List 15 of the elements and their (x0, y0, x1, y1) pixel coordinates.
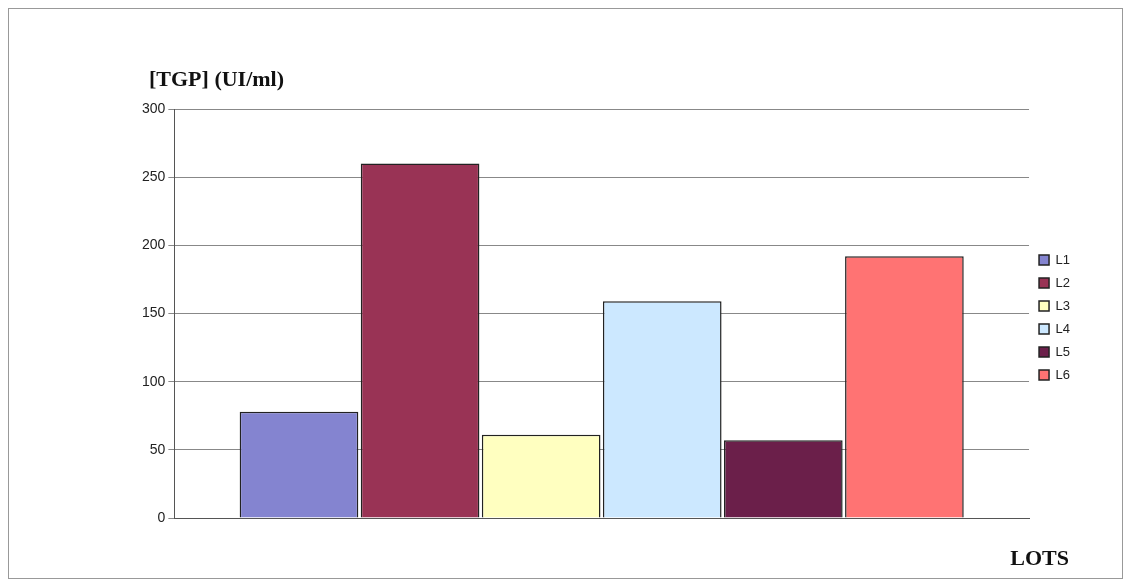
y-tick-label: 250 (142, 168, 166, 185)
legend-label: L2 (1055, 274, 1071, 290)
y-tick-label: 300 (142, 99, 166, 116)
y-tick-label: 150 (142, 304, 166, 321)
legend-label: L1 (1055, 251, 1071, 267)
y-tick-label: 200 (142, 236, 166, 253)
legend-label: L4 (1055, 320, 1071, 336)
y-tick-label: 0 (157, 508, 166, 525)
legend-label: L6 (1055, 366, 1071, 382)
y-tick-label: 100 (142, 372, 166, 389)
legend-label: L3 (1055, 297, 1071, 313)
legend-label: L5 (1055, 343, 1071, 359)
y-axis-title: [TGP] (UI/ml) (149, 65, 285, 91)
x-axis-title: LOTS (1010, 544, 1070, 570)
y-tick-label: 50 (149, 440, 166, 457)
